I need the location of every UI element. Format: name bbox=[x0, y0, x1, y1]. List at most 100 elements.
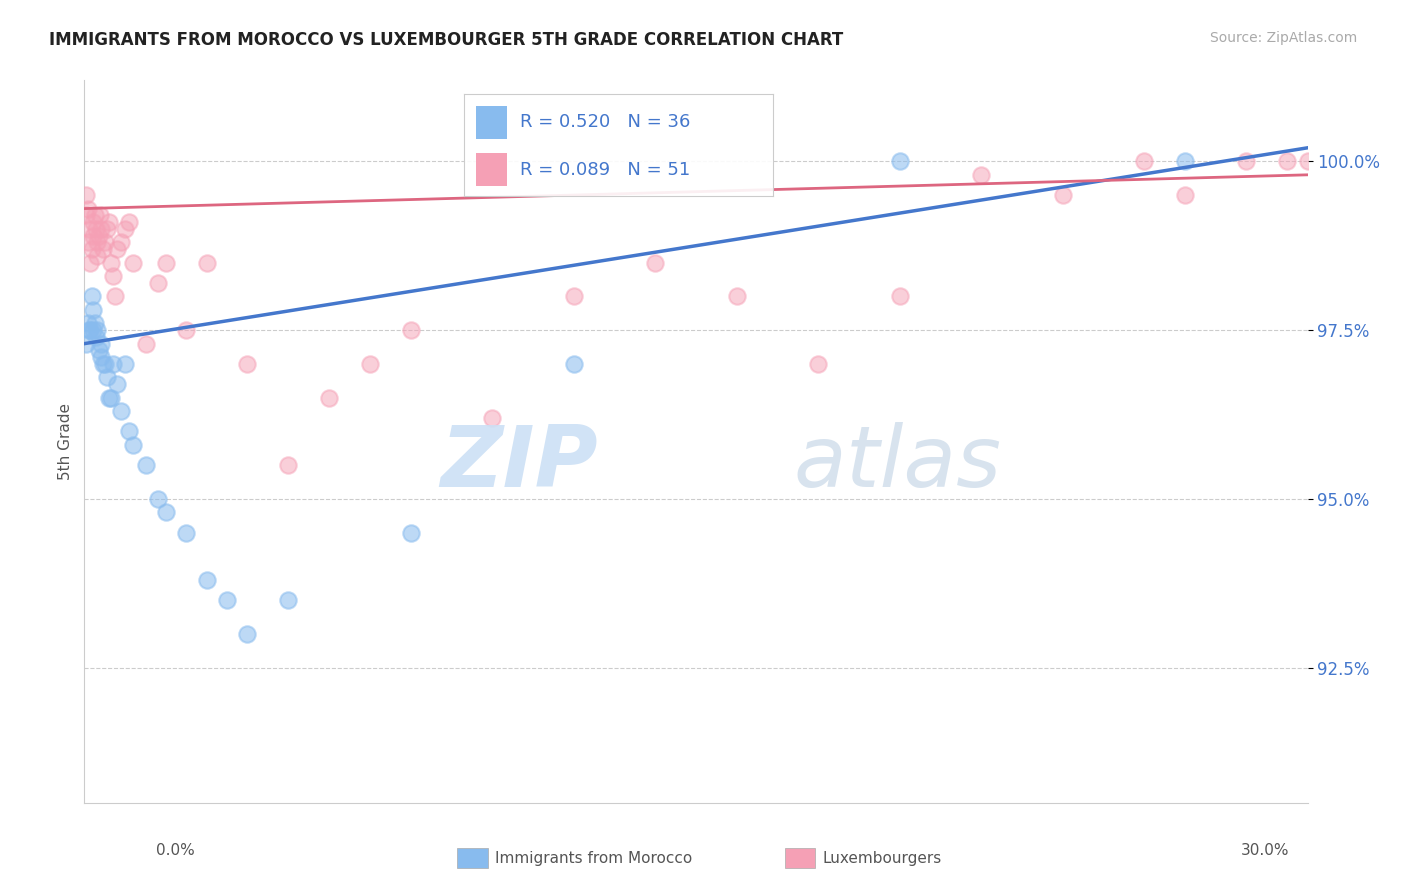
Point bbox=[77, 235, 100, 250]
Text: R = 0.089   N = 51: R = 0.089 N = 51 bbox=[520, 161, 690, 178]
Point bbox=[1052, 188, 1074, 202]
Point bbox=[1296, 154, 1319, 169]
Text: 30.0%: 30.0% bbox=[1241, 843, 1289, 858]
Point bbox=[97, 215, 120, 229]
Point bbox=[318, 391, 340, 405]
Point bbox=[644, 255, 666, 269]
Point bbox=[155, 255, 177, 269]
Point bbox=[118, 425, 141, 439]
Point bbox=[1236, 154, 1258, 169]
Point bbox=[146, 491, 169, 506]
Point bbox=[82, 228, 104, 243]
Point bbox=[91, 357, 114, 371]
Point bbox=[75, 208, 97, 222]
Point bbox=[104, 289, 127, 303]
Point bbox=[75, 188, 97, 202]
Point bbox=[105, 377, 128, 392]
Point bbox=[84, 222, 107, 236]
Point bbox=[90, 222, 112, 236]
FancyBboxPatch shape bbox=[477, 153, 508, 186]
Point bbox=[86, 323, 108, 337]
Point bbox=[195, 255, 218, 269]
Point bbox=[236, 357, 259, 371]
Point bbox=[79, 255, 101, 269]
Point bbox=[1133, 154, 1156, 169]
Point bbox=[217, 593, 239, 607]
Point bbox=[100, 255, 122, 269]
Point bbox=[970, 168, 993, 182]
Point bbox=[76, 202, 98, 216]
Point bbox=[89, 208, 111, 222]
Point bbox=[399, 323, 422, 337]
FancyBboxPatch shape bbox=[477, 106, 508, 139]
Point bbox=[87, 228, 110, 243]
Point bbox=[93, 357, 115, 371]
Text: Source: ZipAtlas.com: Source: ZipAtlas.com bbox=[1209, 31, 1357, 45]
Point bbox=[100, 391, 122, 405]
Point bbox=[725, 289, 748, 303]
Point bbox=[77, 323, 100, 337]
Point bbox=[118, 215, 141, 229]
Point bbox=[87, 343, 110, 358]
Point bbox=[1174, 154, 1197, 169]
Point bbox=[96, 370, 118, 384]
Point bbox=[80, 289, 103, 303]
Point bbox=[195, 573, 218, 587]
Point bbox=[101, 357, 124, 371]
Point bbox=[562, 289, 585, 303]
Point bbox=[174, 525, 197, 540]
Point bbox=[77, 317, 100, 331]
Point bbox=[79, 323, 101, 337]
Point bbox=[97, 391, 120, 405]
Point bbox=[277, 593, 299, 607]
Point bbox=[135, 336, 157, 351]
Point bbox=[236, 627, 259, 641]
Point bbox=[96, 222, 118, 236]
Point bbox=[155, 505, 177, 519]
Point bbox=[114, 222, 136, 236]
Point bbox=[135, 458, 157, 472]
Point bbox=[1174, 188, 1197, 202]
Point bbox=[101, 269, 124, 284]
Point bbox=[82, 302, 104, 317]
Point bbox=[1277, 154, 1299, 169]
Point bbox=[86, 249, 108, 263]
Point bbox=[807, 357, 830, 371]
Point bbox=[889, 289, 911, 303]
Text: Luxembourgers: Luxembourgers bbox=[823, 851, 942, 865]
Point bbox=[562, 357, 585, 371]
Point bbox=[399, 525, 422, 540]
Point bbox=[75, 336, 97, 351]
Point bbox=[83, 208, 105, 222]
Point bbox=[82, 323, 104, 337]
Point bbox=[359, 357, 381, 371]
Text: Immigrants from Morocco: Immigrants from Morocco bbox=[495, 851, 692, 865]
Point bbox=[122, 255, 145, 269]
Point bbox=[93, 235, 115, 250]
Point bbox=[105, 242, 128, 256]
Point bbox=[277, 458, 299, 472]
Point bbox=[110, 404, 132, 418]
Point bbox=[77, 222, 100, 236]
Point bbox=[82, 215, 104, 229]
Point bbox=[110, 235, 132, 250]
Text: IMMIGRANTS FROM MOROCCO VS LUXEMBOURGER 5TH GRADE CORRELATION CHART: IMMIGRANTS FROM MOROCCO VS LUXEMBOURGER … bbox=[49, 31, 844, 49]
Point bbox=[84, 330, 107, 344]
Point bbox=[80, 242, 103, 256]
Point bbox=[83, 317, 105, 331]
Text: ZIP: ZIP bbox=[440, 422, 598, 505]
Point bbox=[90, 350, 112, 364]
Text: atlas: atlas bbox=[794, 422, 1002, 505]
Point bbox=[114, 357, 136, 371]
Point bbox=[174, 323, 197, 337]
Point bbox=[889, 154, 911, 169]
Point bbox=[86, 235, 108, 250]
Point bbox=[122, 438, 145, 452]
Point bbox=[90, 336, 112, 351]
Y-axis label: 5th Grade: 5th Grade bbox=[58, 403, 73, 480]
Point bbox=[481, 411, 503, 425]
Point bbox=[146, 276, 169, 290]
Point bbox=[91, 242, 114, 256]
Text: 0.0%: 0.0% bbox=[156, 843, 195, 858]
Text: R = 0.520   N = 36: R = 0.520 N = 36 bbox=[520, 113, 690, 131]
